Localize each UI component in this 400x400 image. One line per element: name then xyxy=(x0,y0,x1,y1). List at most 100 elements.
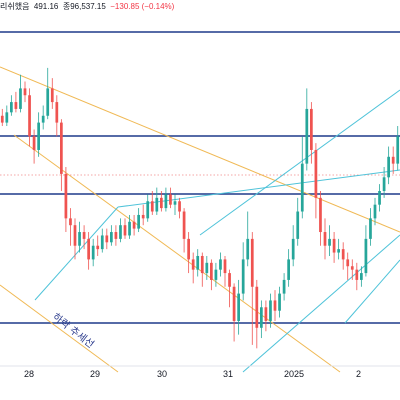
candle xyxy=(378,184,381,212)
candle xyxy=(182,208,186,253)
candle xyxy=(128,214,131,239)
candle-body xyxy=(341,249,345,260)
candle-body xyxy=(378,191,381,205)
candle-body xyxy=(119,225,122,239)
candle xyxy=(73,218,77,260)
candle xyxy=(37,112,40,157)
candle xyxy=(355,262,359,291)
candle-body xyxy=(228,273,231,287)
candle xyxy=(264,300,268,332)
candle xyxy=(41,105,45,130)
candle-body xyxy=(91,245,95,260)
candle-body xyxy=(269,300,272,321)
candle xyxy=(123,218,127,239)
candle xyxy=(146,194,150,222)
candle xyxy=(60,119,63,191)
change-value: −130.85 (−0.14%) xyxy=(110,2,175,11)
candle-body xyxy=(205,262,209,274)
candle-body xyxy=(123,225,127,236)
candle-body xyxy=(346,259,350,267)
uptrend-line-diagonal xyxy=(199,89,400,236)
candle xyxy=(14,91,18,113)
candle xyxy=(55,95,59,137)
candle-body xyxy=(105,235,109,243)
open-fragment: 491.16 xyxy=(33,2,59,11)
candle xyxy=(223,255,227,287)
close-value: 96,537.15 xyxy=(70,2,106,11)
ohlc-header: 리쉬했음 491.16 종96,537.15 −130.85 (−0.14%) xyxy=(0,0,400,14)
candle xyxy=(364,225,368,277)
candle xyxy=(232,283,236,342)
candle-body xyxy=(73,225,77,246)
candle-body xyxy=(214,269,218,280)
candle-body xyxy=(28,95,31,137)
candle xyxy=(282,273,286,301)
candle-body xyxy=(23,88,27,96)
candle-body xyxy=(173,201,177,205)
candle xyxy=(96,235,100,256)
candle xyxy=(141,204,145,226)
uptrend-line-low xyxy=(242,234,400,373)
candle xyxy=(237,279,240,335)
candle-body xyxy=(150,201,154,212)
candle-body xyxy=(141,214,145,219)
x-tick-30: 30 xyxy=(157,369,167,379)
candle xyxy=(87,232,90,270)
candle xyxy=(0,108,4,127)
candle-body xyxy=(273,300,277,311)
candle-body xyxy=(50,88,54,103)
candle xyxy=(78,221,81,253)
candle-body xyxy=(373,204,377,219)
candle-body xyxy=(219,259,222,270)
candle xyxy=(300,136,304,219)
candle-body xyxy=(14,102,18,109)
candle-body xyxy=(100,235,104,250)
candle-body xyxy=(241,259,245,294)
candle xyxy=(150,191,154,215)
candle-body xyxy=(250,238,254,287)
candle-body xyxy=(178,201,181,212)
candle xyxy=(82,225,86,250)
candle-body xyxy=(46,88,50,116)
candle xyxy=(50,78,54,109)
uptrend-line-base xyxy=(34,206,119,301)
candle xyxy=(69,208,72,246)
candle-body xyxy=(310,108,313,150)
annotation-label: 하락 추세선 xyxy=(50,310,97,351)
candle-body xyxy=(132,221,136,229)
candle-body xyxy=(282,279,286,294)
candle xyxy=(219,252,222,277)
candle-body xyxy=(110,232,113,243)
candle xyxy=(228,269,231,308)
candle xyxy=(160,191,163,212)
candle xyxy=(91,238,95,267)
candle-body xyxy=(32,136,36,150)
candle-body xyxy=(355,269,359,280)
candle xyxy=(105,228,109,250)
candle-body xyxy=(391,156,395,164)
candle-body xyxy=(232,286,236,321)
candle xyxy=(191,252,195,284)
candle-body xyxy=(387,156,390,178)
candle xyxy=(273,290,277,321)
candle-body xyxy=(328,238,331,246)
candle-body xyxy=(137,214,140,229)
candle xyxy=(200,252,204,287)
candle-body xyxy=(264,307,268,321)
candle-body xyxy=(350,266,354,270)
candle-body xyxy=(337,249,340,253)
candle-body xyxy=(87,238,90,260)
candle-body xyxy=(160,197,163,209)
candle-body xyxy=(296,211,300,239)
candle-body xyxy=(64,173,68,219)
candle-body xyxy=(287,259,290,280)
candle xyxy=(260,300,263,339)
candle-body xyxy=(314,149,318,198)
candle-body xyxy=(19,88,22,109)
candle xyxy=(5,105,9,127)
candle xyxy=(114,225,118,246)
candle-body xyxy=(300,163,304,212)
candle xyxy=(32,129,36,164)
downtrend-line-main xyxy=(0,66,400,233)
candle-body xyxy=(55,102,59,123)
